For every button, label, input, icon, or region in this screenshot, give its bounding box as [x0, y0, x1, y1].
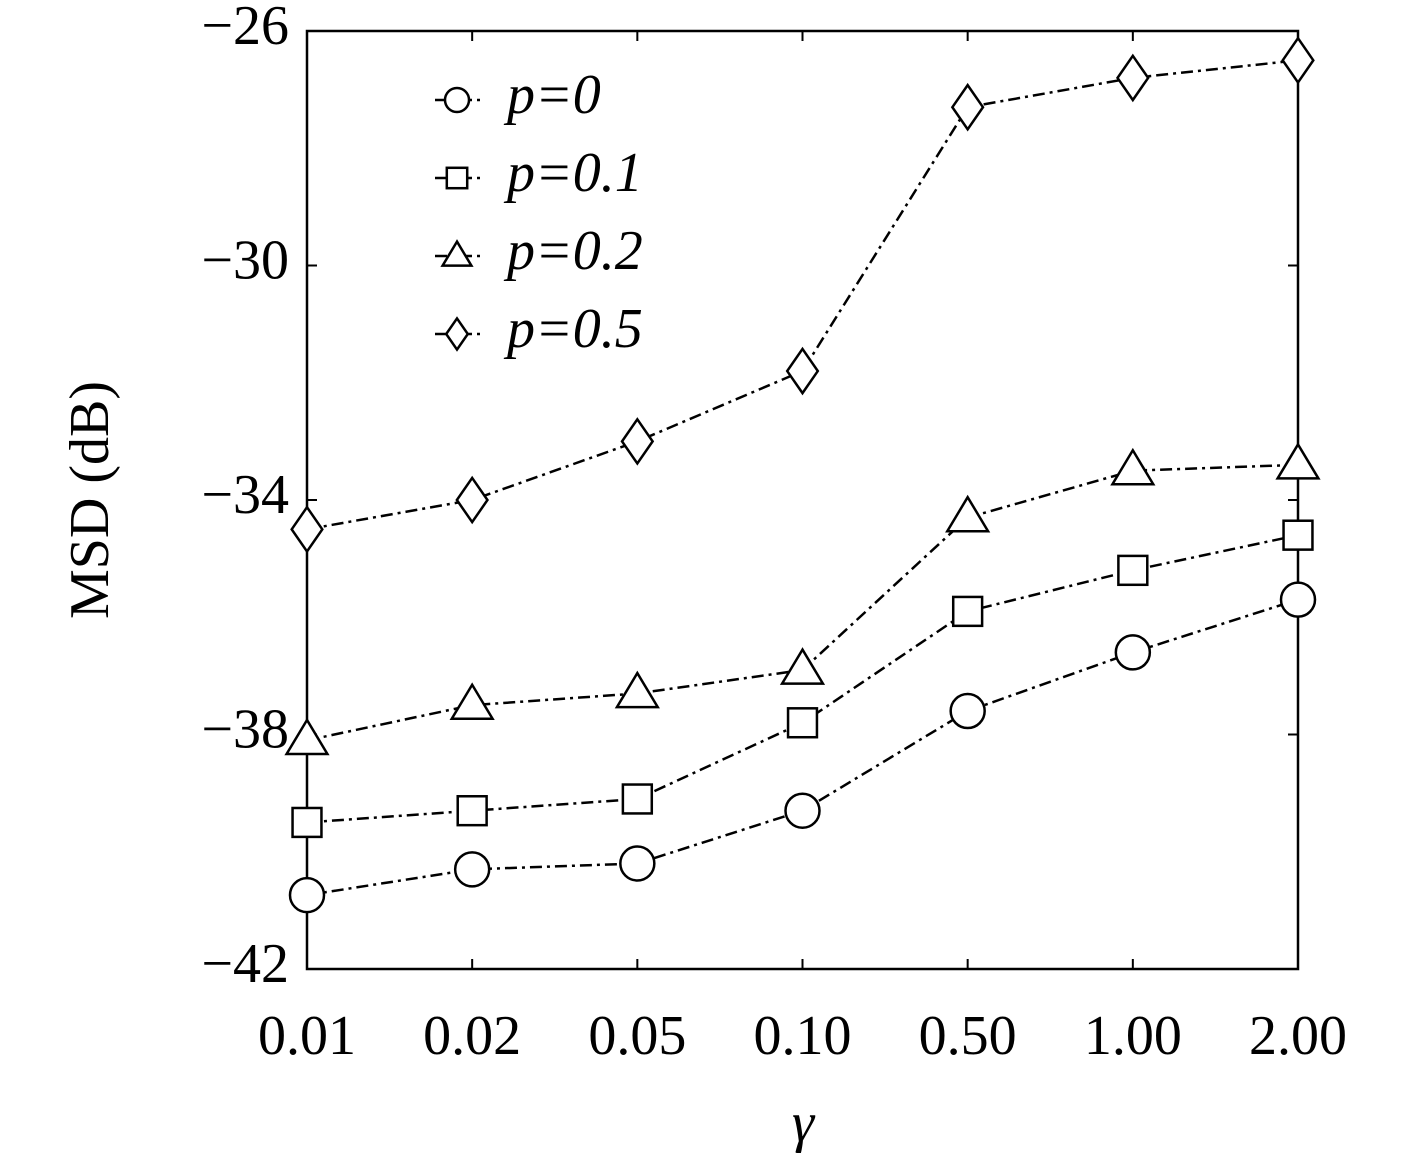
- marker: [785, 346, 820, 396]
- x-tick-label: 1.00: [1084, 1005, 1182, 1067]
- marker: [951, 595, 984, 628]
- y-tick-label: −38: [201, 698, 289, 760]
- x-tick-label: 0.50: [919, 1005, 1017, 1067]
- marker: [291, 806, 323, 839]
- marker: [443, 86, 471, 114]
- series-line: [306, 598, 1299, 897]
- marker: [784, 792, 821, 829]
- marker: [455, 475, 489, 525]
- marker: [444, 316, 470, 352]
- marker: [945, 494, 991, 533]
- marker: [950, 82, 985, 132]
- marker: [1110, 447, 1156, 486]
- legend-label: p=0.1: [503, 142, 643, 204]
- marker: [779, 647, 826, 685]
- marker: [284, 717, 330, 756]
- x-axis-label: γ: [792, 1092, 816, 1154]
- marker: [440, 239, 474, 267]
- marker: [620, 417, 655, 466]
- x-tick-label: 0.05: [588, 1005, 686, 1067]
- y-tick-label: −30: [201, 229, 289, 291]
- marker: [621, 783, 654, 815]
- y-tick-label: −42: [201, 933, 289, 995]
- legend-label: p=0: [503, 64, 601, 126]
- marker: [288, 876, 326, 914]
- marker: [1275, 441, 1321, 480]
- legend-label: p=0.5: [503, 298, 643, 360]
- marker: [1117, 554, 1149, 587]
- x-tick-label: 2.00: [1249, 1005, 1347, 1067]
- x-tick-label: 0.01: [258, 1005, 356, 1067]
- y-tick-label: −26: [201, 0, 289, 57]
- x-tick-label: 0.10: [754, 1005, 852, 1067]
- marker: [614, 670, 660, 709]
- marker: [619, 845, 656, 882]
- marker: [449, 682, 495, 721]
- marker: [1116, 53, 1150, 103]
- marker: [786, 707, 819, 739]
- marker: [290, 505, 324, 554]
- marker: [445, 166, 469, 190]
- marker: [1279, 581, 1317, 618]
- legend-label: p=0.2: [503, 220, 643, 282]
- marker: [1114, 634, 1152, 671]
- series-line: [306, 59, 1299, 531]
- marker: [456, 795, 488, 827]
- marker: [1282, 519, 1314, 551]
- marker: [453, 851, 491, 888]
- y-tick-label: −34: [201, 464, 289, 526]
- y-axis-label: MSD (dB): [59, 381, 121, 619]
- marker: [949, 692, 986, 730]
- x-tick-label: 0.02: [423, 1005, 521, 1067]
- series-line: [306, 463, 1299, 742]
- marker: [1281, 36, 1315, 85]
